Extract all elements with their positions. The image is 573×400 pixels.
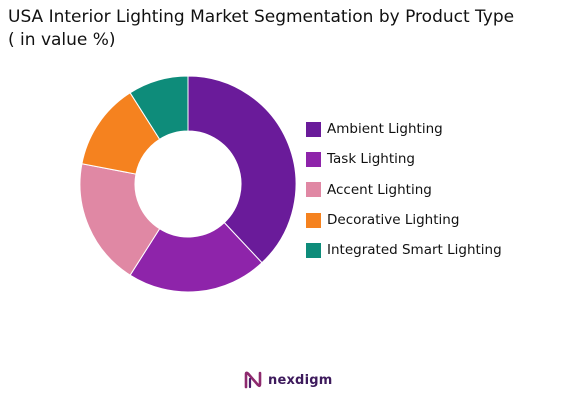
legend-label: Ambient Lighting [327, 121, 443, 138]
chart-title: USA Interior Lighting Market Segmentatio… [8, 6, 568, 52]
chart-legend: Ambient Lighting Task Lighting Accent Ligh… [306, 114, 502, 265]
legend-item: Task Lighting [306, 144, 502, 174]
donut-slice-task-lighting [129, 221, 263, 293]
legend-label: Accent Lighting [327, 181, 432, 198]
logo-text: nexdigm [268, 372, 333, 388]
legend-item: Ambient Lighting [306, 114, 502, 144]
legend-item: Integrated Smart Lighting [306, 235, 502, 265]
brand-logo: nexdigm [244, 371, 332, 389]
chart-title-line1: USA Interior Lighting Market Segmentatio… [8, 7, 515, 27]
legend-label: Integrated Smart Lighting [327, 242, 502, 259]
donut-slice-ambient-lighting [187, 75, 297, 264]
legend-swatch [306, 151, 321, 167]
legend-swatch [306, 182, 321, 198]
legend-swatch [306, 212, 321, 228]
legend-label: Task Lighting [327, 151, 415, 168]
legend-item: Decorative Lighting [306, 205, 502, 235]
legend-swatch [306, 242, 321, 258]
legend-swatch [306, 121, 321, 137]
legend-item: Accent Lighting [306, 175, 502, 205]
donut-slice-integrated-smart-lighting [129, 75, 189, 140]
legend-label: Decorative Lighting [327, 212, 460, 229]
nexdigm-logo-icon [244, 371, 262, 389]
chart-subtitle: ( in value %) [8, 30, 116, 50]
